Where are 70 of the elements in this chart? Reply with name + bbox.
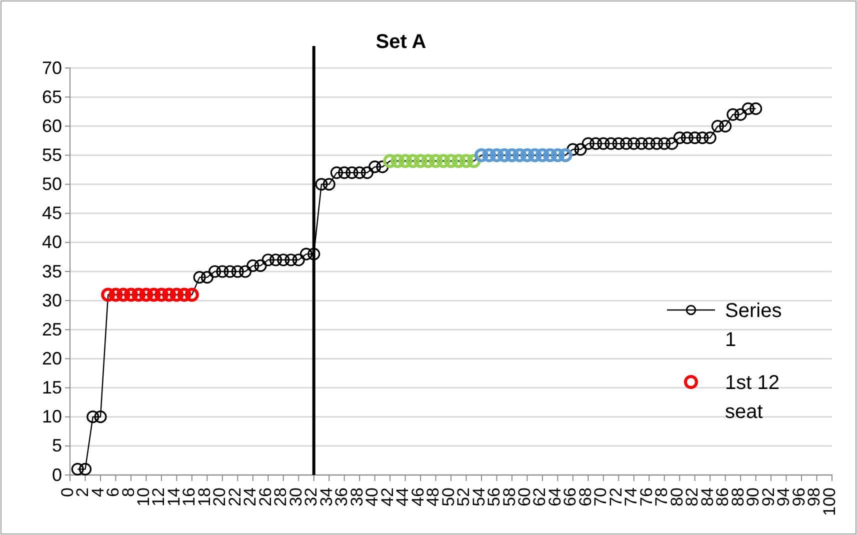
- point: [719, 120, 732, 132]
- y-tick-label: 20: [42, 348, 62, 368]
- point: [711, 120, 724, 132]
- point: [330, 166, 343, 179]
- point: [628, 137, 640, 150]
- point: [292, 254, 305, 266]
- point: [642, 137, 656, 150]
- point: [582, 137, 594, 150]
- point: [78, 462, 92, 476]
- point: [94, 410, 107, 424]
- y-tick-label: 70: [42, 58, 62, 78]
- point: [680, 131, 694, 144]
- point: [224, 265, 236, 278]
- y-tick-label: 65: [42, 86, 62, 107]
- point: [322, 178, 336, 191]
- point: [750, 102, 762, 115]
- point: [673, 131, 686, 144]
- point: [346, 166, 358, 179]
- y-tick-label: 55: [42, 144, 62, 165]
- point: [620, 137, 633, 150]
- point: [360, 166, 374, 179]
- point: [216, 265, 229, 278]
- point: [726, 108, 740, 121]
- point: [604, 137, 618, 150]
- point: [635, 137, 648, 150]
- point: [658, 137, 671, 150]
- point: [574, 143, 587, 156]
- y-tick-label: 25: [42, 319, 62, 340]
- point: [300, 248, 313, 260]
- point: [86, 410, 100, 424]
- y-tick-label: 40: [42, 232, 62, 252]
- y-tick-label: 5: [52, 436, 62, 456]
- y-tick-label: 30: [42, 290, 62, 310]
- point: [368, 160, 382, 174]
- point: [650, 137, 664, 150]
- point: [696, 131, 709, 144]
- y-tick-label: 10: [42, 406, 62, 427]
- point: [688, 131, 702, 144]
- y-tick-label: 50: [42, 174, 62, 194]
- point: [277, 254, 290, 266]
- point: [589, 137, 602, 150]
- point: [262, 254, 274, 266]
- legend-label: 1st 12 seat: [725, 372, 780, 423]
- point: [315, 178, 328, 191]
- point: [238, 265, 252, 278]
- legend-label: Series 1: [725, 300, 782, 351]
- point: [566, 143, 580, 156]
- point: [208, 265, 222, 278]
- point: [597, 137, 610, 150]
- point: [734, 108, 747, 121]
- point: [308, 248, 320, 260]
- point: [193, 271, 206, 284]
- point: [704, 131, 716, 144]
- point: [269, 254, 282, 266]
- chart-title: Set A: [376, 31, 426, 53]
- point: [376, 160, 389, 174]
- point: [254, 259, 267, 272]
- point: [284, 254, 298, 266]
- point: [338, 166, 351, 179]
- point: [71, 462, 84, 476]
- point: [231, 265, 244, 278]
- point: [666, 137, 678, 150]
- y-tick-label: 60: [42, 116, 62, 136]
- point: [200, 271, 214, 284]
- y-tick-label: 15: [42, 378, 62, 398]
- point: [612, 137, 625, 150]
- point: [246, 259, 260, 272]
- point: [353, 166, 366, 179]
- y-tick-label: 45: [42, 203, 62, 224]
- y-tick-label: 35: [42, 261, 62, 282]
